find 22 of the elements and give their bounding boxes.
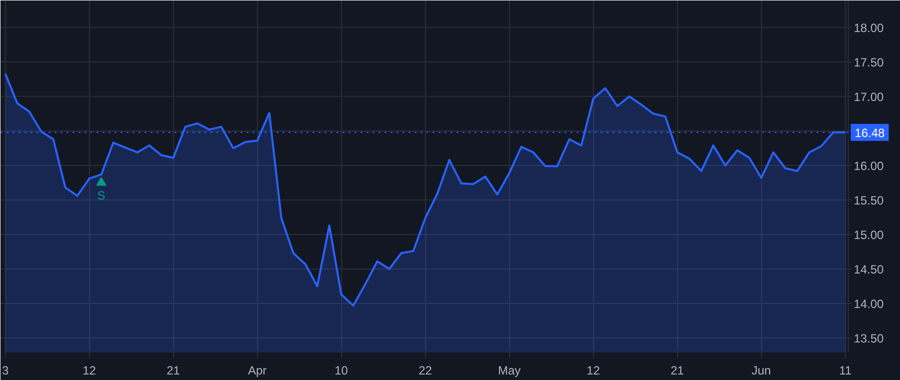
x-tick-label: 11 (839, 364, 852, 378)
y-tick-label: 18.00 (854, 20, 884, 35)
y-tick-label: 17.50 (854, 55, 884, 70)
x-tick-label: 22 (418, 364, 432, 378)
x-tick-label: Apr (248, 364, 267, 378)
y-tick-label: 16.00 (854, 158, 884, 173)
y-tick-label: 17.00 (854, 90, 884, 104)
y-tick-label: 15.00 (854, 228, 884, 242)
y-tick-label: 14.00 (854, 296, 884, 311)
x-tick-label: 12 (82, 364, 96, 378)
x-tick-label: 21 (670, 364, 684, 378)
x-tick-label: 10 (334, 364, 348, 378)
ref-line-label: 16.48 (854, 126, 886, 140)
y-tick-label: 14.50 (854, 262, 884, 276)
x-tick-label: Jun (752, 364, 771, 378)
annotation: S (97, 188, 106, 203)
x-tick-label: 21 (166, 364, 180, 378)
x-tick-label: 12 (586, 364, 600, 378)
y-tick-label: 15.50 (854, 193, 884, 208)
x-tick-label: May (498, 364, 521, 378)
x-tick-label: 3 (2, 364, 9, 378)
y-tick-label: 13.50 (854, 332, 884, 346)
